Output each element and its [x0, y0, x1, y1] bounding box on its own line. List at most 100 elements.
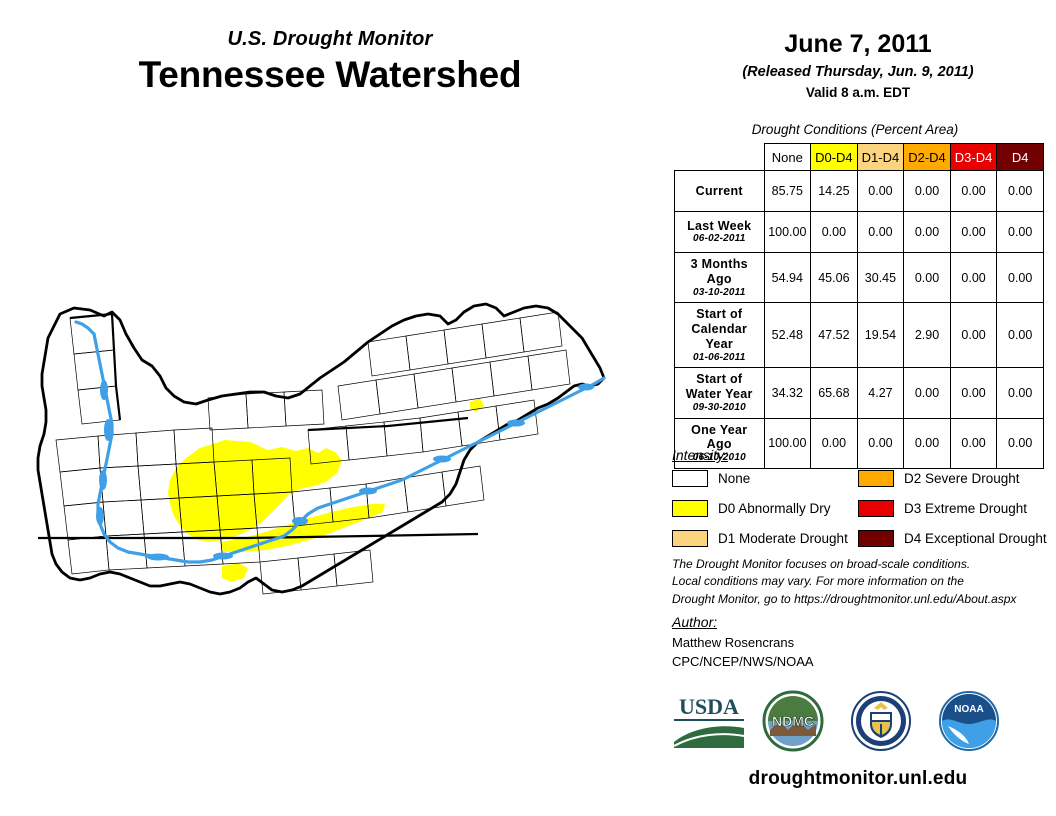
legend-item-label: D1 Moderate Drought: [718, 531, 848, 546]
column-header-d2d4: D2-D4: [903, 143, 951, 171]
row-label-date: 06-10-2010: [692, 452, 746, 464]
map-county-boundaries: [55, 311, 571, 595]
author-block: Matthew Rosencrans CPC/NCEP/NWS/NOAA: [672, 634, 814, 672]
drought-conditions-table: None D0-D4 D1-D4 D2-D4 D3-D4 D4 Current 8…: [674, 143, 1044, 469]
legend-item: None: [672, 466, 848, 491]
table-cell: 0.00: [903, 211, 951, 253]
footnote: The Drought Monitor focuses on broad-sca…: [672, 557, 1017, 606]
table-cell: 0.00: [810, 211, 858, 253]
row-label-date: 06-02-2011: [693, 233, 746, 245]
table-cell: 100.00: [763, 211, 812, 253]
usda-logo: USDA: [670, 690, 748, 757]
row-label: Start of Calendar Year 01-06-2011: [674, 302, 765, 369]
table-cell: 65.68: [810, 367, 858, 419]
column-header-d1d4: D1-D4: [856, 143, 905, 171]
noaa-logo: NOAA: [936, 690, 1002, 757]
table-header-row: None D0-D4 D1-D4 D2-D4 D3-D4 D4: [675, 143, 1044, 171]
table-cell: 52.48: [763, 302, 812, 369]
table-row: Start of Calendar Year 01-06-2011 52.48 47.…: [674, 302, 1044, 369]
released-date: (Released Thursday, Jun. 9, 2011): [742, 63, 974, 80]
legend-item: D2 Severe Drought: [858, 466, 1047, 491]
date-block: June 7, 2011 (Released Thursday, Jun. 9,…: [660, 30, 1056, 100]
table-cell: 0.00: [996, 367, 1044, 419]
map-state-boundaries: [38, 312, 479, 540]
table-cell: 47.52: [810, 302, 858, 369]
author-affiliation: CPC/NCEP/NWS/NOAA: [672, 653, 814, 669]
legend-color-swatch: [858, 470, 894, 487]
legend-color-swatch: [672, 470, 708, 487]
table-cell: 0.00: [996, 211, 1044, 253]
legend-color-swatch: [672, 500, 708, 517]
row-label: One Year Ago 06-10-2010: [674, 417, 765, 469]
table-cell: 30.45: [856, 251, 905, 304]
table-cell: 0.00: [903, 251, 951, 304]
table-cell: 54.94: [763, 251, 812, 304]
site-url[interactable]: droughtmonitor.unl.edu: [748, 768, 968, 789]
legend-item-label: D0 Abnormally Dry: [718, 501, 831, 516]
table-cell: 34.32: [763, 367, 812, 419]
table-cell: 0.00: [949, 211, 998, 253]
row-label-name: Start of Water Year: [685, 372, 753, 402]
table-cell: 0.00: [996, 251, 1044, 304]
table-cell: 19.54: [856, 302, 905, 369]
table-cell: 85.75: [763, 170, 812, 212]
svg-text:USDA: USDA: [679, 694, 739, 719]
legend-color-swatch: [858, 500, 894, 517]
row-label-name: Last Week: [687, 218, 752, 233]
column-header-d4: D4: [996, 143, 1044, 171]
usdc-seal-logo: [848, 690, 914, 757]
table-row: Current 85.75 14.25 0.00 0.00 0.00 0.00: [674, 170, 1044, 212]
table-cell: 0.00: [996, 302, 1044, 369]
table-cell: 0.00: [903, 367, 951, 419]
legend-item: D0 Abnormally Dry: [672, 496, 848, 521]
column-header-none: None: [763, 143, 812, 171]
table-cell: 0.00: [903, 417, 951, 469]
legend-column-left: None D0 Abnormally Dry D1 Moderate Drought: [672, 466, 848, 556]
legend-item: D4 Exceptional Drought: [858, 526, 1047, 551]
table-corner-cell: [675, 144, 765, 171]
row-label-name: One Year Ago: [691, 422, 748, 452]
program-title: U.S. Drought Monitor: [227, 28, 433, 50]
valid-date: June 7, 2011: [784, 30, 932, 58]
row-label-name: 3 Months Ago: [690, 257, 748, 286]
legend-column-right: D2 Severe Drought D3 Extreme Drought D4 Ex…: [858, 466, 1047, 556]
table-cell: 45.06: [810, 251, 858, 304]
table-cell: 0.00: [856, 417, 905, 469]
table-row: 3 Months Ago 03-10-2011 54.94 45.06 30.45 0.0…: [674, 251, 1044, 304]
title-block: U.S. Drought Monitor Tennessee Watershed: [0, 28, 660, 97]
drought-map[interactable]: [8, 290, 658, 640]
map-reservoirs: [96, 380, 594, 561]
table-cell: 0.00: [949, 417, 998, 469]
row-label: 3 Months Ago 03-10-2011: [674, 251, 765, 304]
ndmc-logo: NDMC: [760, 690, 826, 757]
legend-item-label: D4 Exceptional Drought: [904, 531, 1047, 546]
table-cell: 2.90: [903, 302, 951, 369]
row-label-name: Start of Calendar Year: [691, 307, 748, 351]
table-row: Start of Water Year 09-30-2010 34.32 65.68 4…: [674, 367, 1044, 419]
legend-item-label: D3 Extreme Drought: [904, 501, 1028, 516]
row-label: Current: [674, 170, 765, 212]
table-cell: 0.00: [903, 170, 951, 212]
table-cell: 0.00: [856, 211, 905, 253]
table-cell: 0.00: [996, 170, 1044, 212]
table-cell: 14.25: [810, 170, 858, 212]
table-cell: 100.00: [763, 417, 812, 469]
row-label: Start of Water Year 09-30-2010: [674, 367, 765, 419]
legend-item: D1 Moderate Drought: [672, 526, 848, 551]
table-cell: 0.00: [949, 251, 998, 304]
author-heading: Author:: [672, 614, 718, 630]
svg-text:NOAA: NOAA: [954, 704, 983, 715]
legend-color-swatch: [672, 530, 708, 547]
table-cell: 4.27: [856, 367, 905, 419]
info-panel: June 7, 2011 (Released Thursday, Jun. 9,…: [660, 0, 1056, 816]
valid-time: Valid 8 a.m. EDT: [805, 84, 911, 100]
table-cell: 0.00: [949, 170, 998, 212]
table-cell: 0.00: [856, 170, 905, 212]
table-caption: Drought Conditions (Percent Area): [751, 122, 959, 137]
page-title: Tennessee Watershed: [138, 54, 522, 95]
row-label-date: 03-10-2011: [693, 286, 746, 298]
table-row: One Year Ago 06-10-2010 100.00 0.00 0.00 0.00…: [674, 417, 1044, 469]
logo-strip: USDA NDMC: [660, 690, 1056, 760]
legend-item-label: D2 Severe Drought: [904, 471, 1020, 486]
row-label-date: 01-06-2011: [693, 351, 746, 363]
